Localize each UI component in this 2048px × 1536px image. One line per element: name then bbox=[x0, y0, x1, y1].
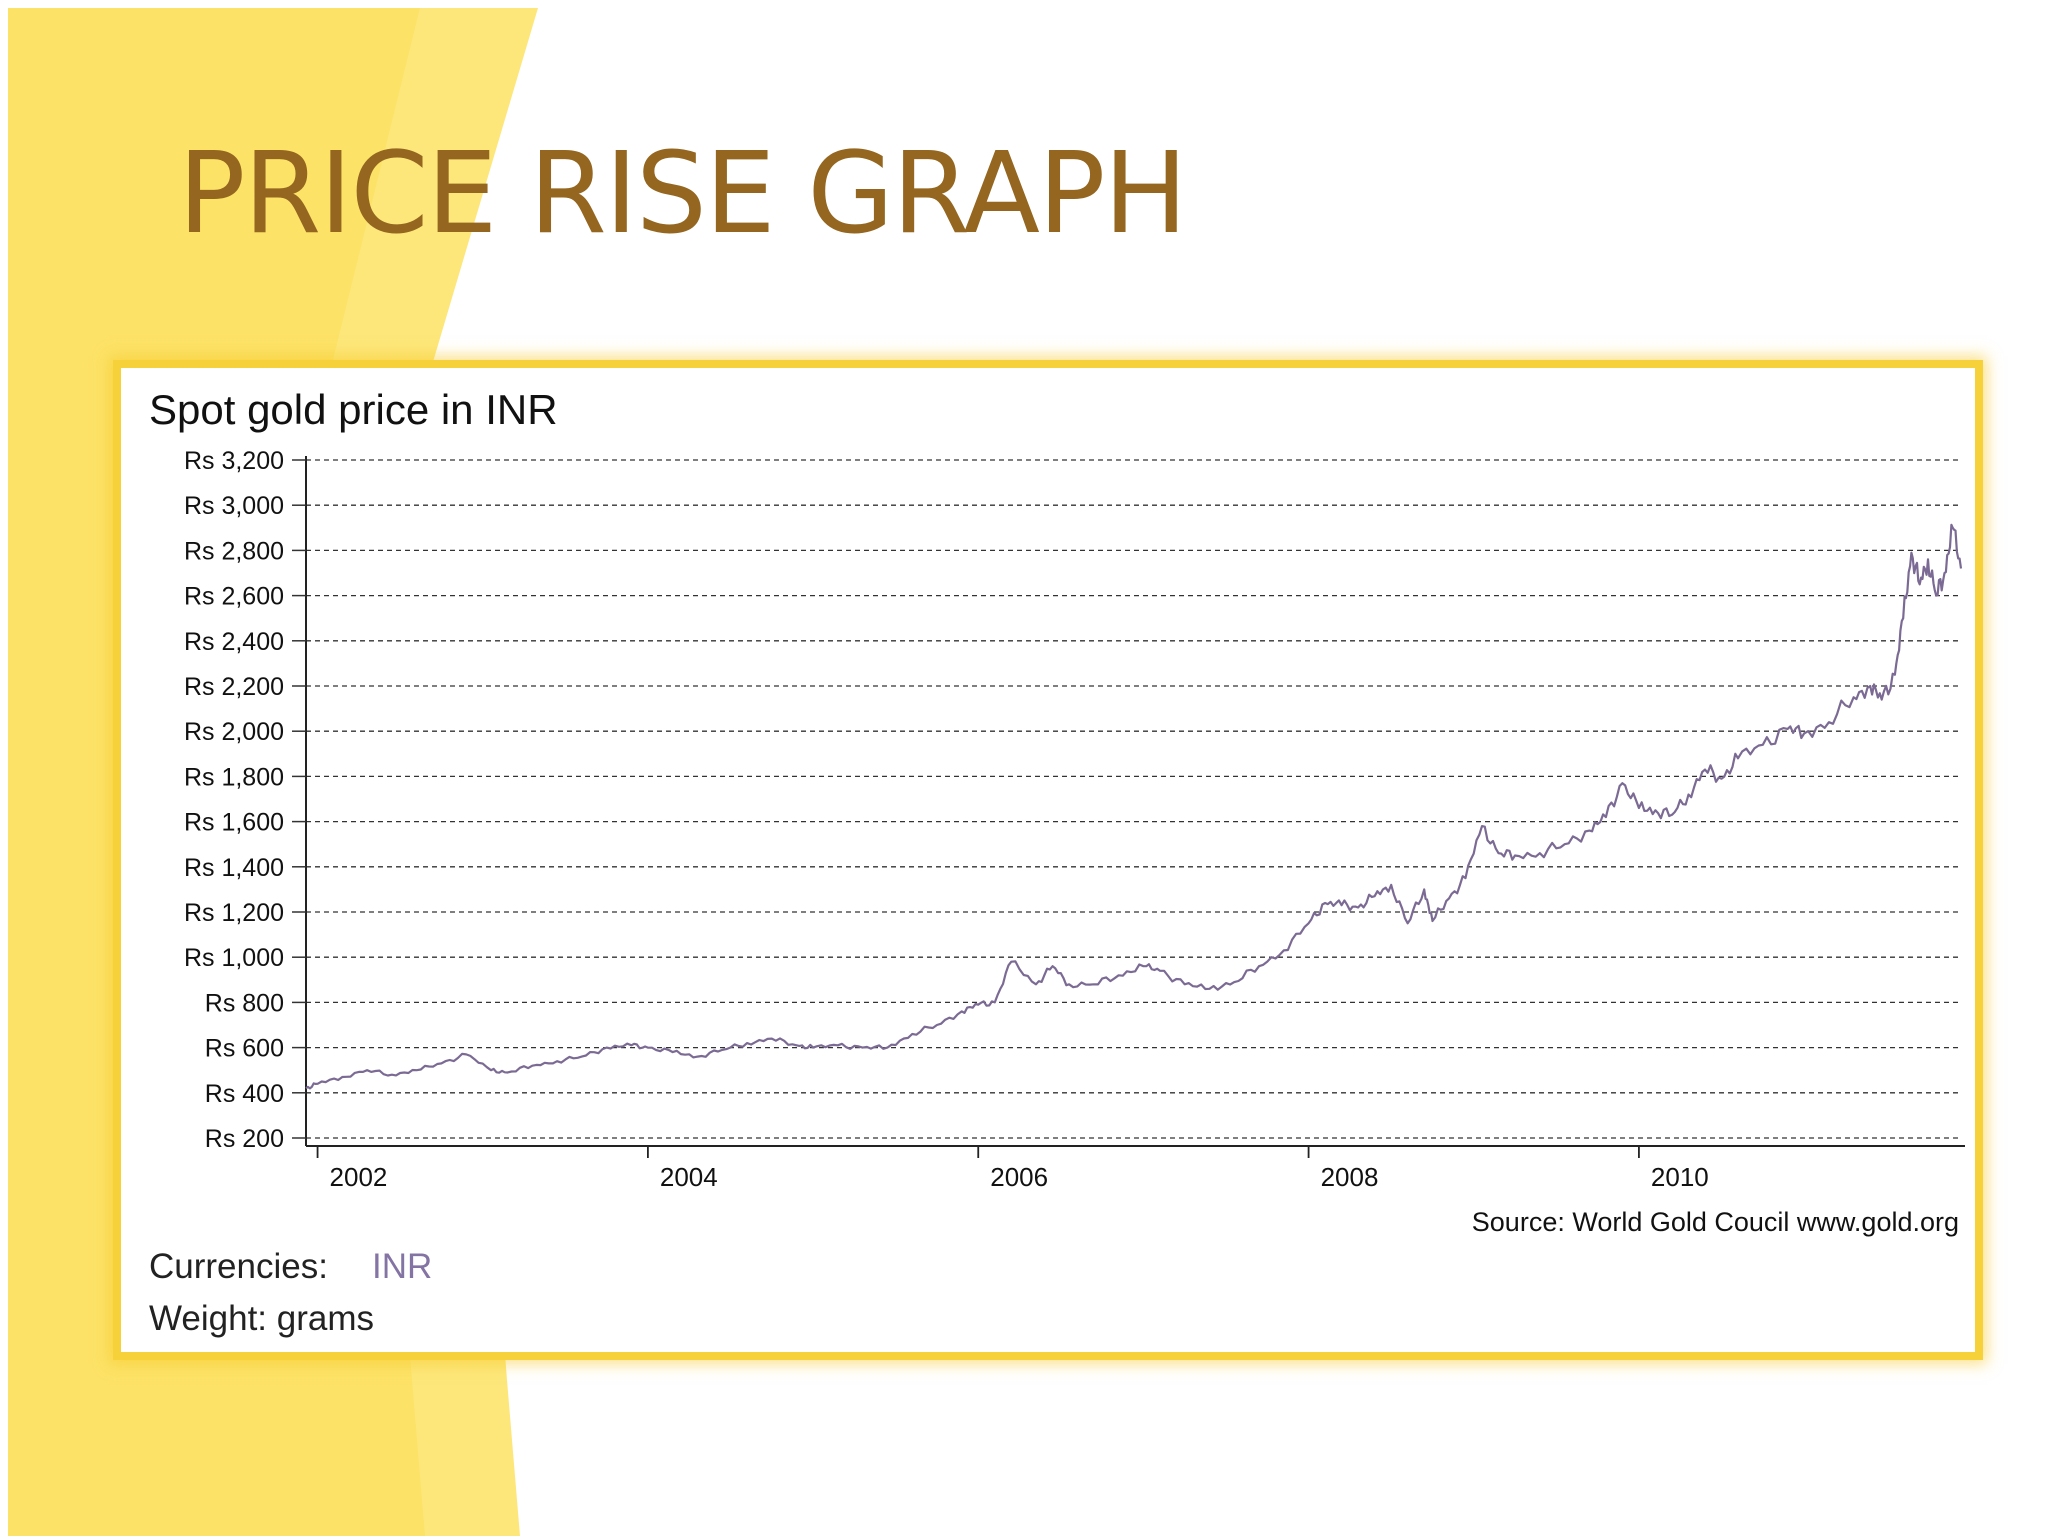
x-axis-ticks: 2002 2004 2006 2008 2010 bbox=[316, 1146, 1709, 1192]
y-tick-label: Rs 200 bbox=[205, 1125, 284, 1153]
y-axis-ticks: Rs 200 Rs 400 Rs 600 Rs 800 Rs 1,000 Rs 1,200… bbox=[184, 447, 306, 1153]
y-tick-label: Rs 3,200 bbox=[184, 447, 284, 475]
x-tick-label: 2002 bbox=[330, 1162, 388, 1192]
y-tick-label: Rs 2,800 bbox=[184, 537, 284, 565]
weight-label: Weight: grams bbox=[149, 1299, 374, 1338]
chart-title: Spot gold price in INR bbox=[149, 386, 558, 433]
series bbox=[305, 523, 1963, 1090]
chart-source: Source: World Gold Coucil www.gold.org bbox=[1472, 1207, 1959, 1237]
axes bbox=[305, 456, 1965, 1147]
y-tick-label: Rs 600 bbox=[205, 1035, 284, 1063]
y-tick-label: Rs 1,400 bbox=[184, 854, 284, 882]
y-tick-label: Rs 2,200 bbox=[184, 673, 284, 701]
x-tick-label: 2010 bbox=[1651, 1162, 1709, 1192]
y-tick-label: Rs 1,600 bbox=[184, 809, 284, 837]
currencies-label: Currencies: bbox=[149, 1247, 328, 1286]
y-tick-label: Rs 2,600 bbox=[184, 583, 284, 611]
y-tick-label: Rs 2,000 bbox=[184, 718, 284, 746]
currency-value: INR bbox=[372, 1247, 432, 1286]
x-tick-label: 2006 bbox=[990, 1162, 1048, 1192]
y-tick-label: Rs 3,000 bbox=[184, 492, 284, 520]
y-tick-label: Rs 800 bbox=[205, 989, 284, 1017]
y-tick-label: Rs 1,200 bbox=[184, 899, 284, 927]
gridlines bbox=[306, 459, 1961, 1139]
y-tick-label: Rs 1,000 bbox=[184, 944, 284, 972]
slide-title: PRICE RISE GRAPH bbox=[178, 129, 1188, 259]
chart-frame: Spot gold price in INR Rs 200 Rs 400 Rs 60… bbox=[113, 360, 1983, 1360]
series-line-inr bbox=[305, 523, 1963, 1090]
y-tick-label: Rs 2,400 bbox=[184, 628, 284, 656]
y-tick-label: Rs 1,800 bbox=[184, 763, 284, 791]
x-tick-label: 2008 bbox=[1321, 1162, 1379, 1192]
gold-price-chart: Spot gold price in INR Rs 200 Rs 400 Rs 60… bbox=[149, 386, 1965, 1338]
x-tick-label: 2004 bbox=[660, 1162, 718, 1192]
y-tick-label: Rs 400 bbox=[205, 1080, 284, 1108]
